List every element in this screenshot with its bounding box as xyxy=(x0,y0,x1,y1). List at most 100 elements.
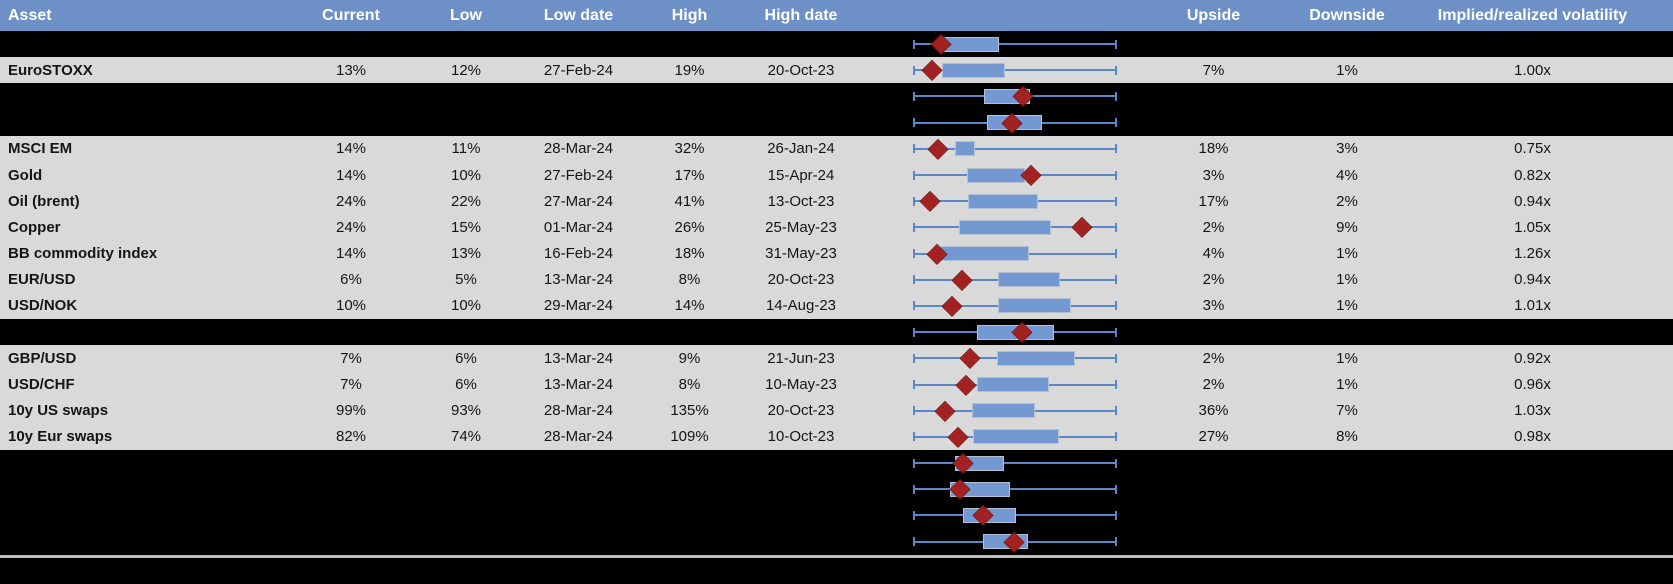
whisker-cap-right xyxy=(1115,458,1117,468)
whisker-cap-left xyxy=(913,249,915,259)
asset-name-cell: 10y Eur swaps xyxy=(8,428,113,446)
low-date-cell: 13-Mar-24 xyxy=(543,349,614,367)
low-cell: 15% xyxy=(450,218,482,236)
range-plot-cell xyxy=(860,136,1125,162)
current-cell xyxy=(290,83,412,109)
low-cell: 5% xyxy=(455,271,477,289)
upside-cell: 27% xyxy=(1198,428,1229,446)
whisker-cap-right xyxy=(1115,301,1117,311)
range-box xyxy=(940,246,1030,262)
whisker-cap-right xyxy=(1115,537,1117,547)
whisker-cap-right xyxy=(1115,353,1117,363)
range-plot-cell xyxy=(860,214,1125,240)
low-cell xyxy=(412,110,520,136)
low-date-cell: 28-Mar-24 xyxy=(543,140,614,158)
high-date-cell: 25-May-23 xyxy=(765,218,837,236)
upside-cell: 7% xyxy=(1202,61,1225,79)
implied-realized-cell xyxy=(1392,319,1673,345)
downside-cell: 3% xyxy=(1336,140,1358,158)
current-level-diamond-icon xyxy=(920,191,941,212)
upside-cell: 2% xyxy=(1202,349,1225,367)
high-cell xyxy=(637,83,742,109)
whisker-cap-left xyxy=(913,222,915,232)
whisker-cap-left xyxy=(913,275,915,285)
range-box xyxy=(972,403,1036,419)
low-cell xyxy=(412,529,520,555)
downside-cell xyxy=(1302,529,1392,555)
implied-realized-cell: 0.94x xyxy=(1514,192,1551,210)
current-cell xyxy=(290,502,412,528)
whisker-cap-left xyxy=(913,65,915,75)
range-plot-cell xyxy=(860,31,1125,57)
upside-cell: 4% xyxy=(1202,245,1225,263)
high-date-cell xyxy=(742,529,860,555)
whisker-cap-left xyxy=(913,301,915,311)
range-plot-cell xyxy=(860,267,1125,293)
current-cell: 10% xyxy=(335,297,367,315)
asset-name-cell xyxy=(0,110,290,136)
current-cell xyxy=(290,450,412,476)
current-cell: 6% xyxy=(340,271,362,289)
whisker-cap-left xyxy=(913,144,915,154)
upside-cell xyxy=(1125,476,1302,502)
downside-cell xyxy=(1302,450,1392,476)
high-date-cell xyxy=(742,502,860,528)
whisker-cap-right xyxy=(1115,510,1117,520)
range-plot-cell xyxy=(860,371,1125,397)
whisker-cap-left xyxy=(913,537,915,547)
whisker-cap-right xyxy=(1115,65,1117,75)
high-cell: 9% xyxy=(678,349,701,367)
whisker-cap-right xyxy=(1115,39,1117,49)
range-box xyxy=(997,350,1076,366)
whisker-cap-right xyxy=(1115,170,1117,180)
table-row: EuroSTOXX 13% 12% 27-Feb-24 19% 20-Oct-23 7% 1%… xyxy=(0,57,1673,84)
whisker-line xyxy=(913,69,1117,72)
upside-cell xyxy=(1125,450,1302,476)
whisker-cap-left xyxy=(913,484,915,494)
asset-name-cell: BB commodity index xyxy=(8,245,158,263)
low-cell: 6% xyxy=(455,376,477,394)
asset-name-cell: Gold xyxy=(8,166,43,184)
whisker-cap-left xyxy=(913,353,915,363)
whisker-cap-right xyxy=(1115,196,1117,206)
asset-name-cell: EuroSTOXX xyxy=(8,61,93,79)
table-row: MSCI EM 14% 11% 28-Mar-24 32% 26-Jan-24 18% 3% 0… xyxy=(0,135,1673,162)
asset-name-cell xyxy=(0,476,290,502)
high-cell xyxy=(637,31,742,57)
current-cell: 14% xyxy=(335,166,367,184)
current-cell: 7% xyxy=(340,349,362,367)
low-date-cell xyxy=(520,502,637,528)
high-cell xyxy=(637,529,742,555)
upside-cell xyxy=(1125,529,1302,555)
range-box xyxy=(973,429,1060,445)
table-row: Oil (brent) 24% 22% 27-Mar-24 41% 13-Oct-23 17… xyxy=(0,188,1673,215)
table-header-row: Asset Current Low Low date High High dat… xyxy=(0,0,1673,31)
whisker-cap-right xyxy=(1115,249,1117,259)
high-date-cell xyxy=(742,110,860,136)
header-cell-upside: Upside xyxy=(1186,6,1241,24)
current-level-diamond-icon xyxy=(956,374,977,395)
upside-cell xyxy=(1125,83,1302,109)
high-date-cell: 20-Oct-23 xyxy=(767,402,835,420)
whisker-cap-left xyxy=(913,196,915,206)
current-cell: 99% xyxy=(335,402,367,420)
high-date-cell: 20-Oct-23 xyxy=(767,61,835,79)
high-date-cell: 20-Oct-23 xyxy=(767,271,835,289)
downside-cell: 4% xyxy=(1336,166,1358,184)
asset-name-cell xyxy=(0,83,290,109)
table-row: Copper 24% 15% 01-Mar-24 26% 25-May-23 2% 9% 1.0… xyxy=(0,214,1673,241)
whisker-line xyxy=(913,488,1117,491)
downside-cell xyxy=(1302,502,1392,528)
implied-realized-cell xyxy=(1392,502,1673,528)
downside-cell: 1% xyxy=(1336,376,1358,394)
high-cell: 8% xyxy=(678,376,701,394)
upside-cell: 3% xyxy=(1202,297,1225,315)
spacer-row xyxy=(0,109,1673,136)
low-date-cell: 13-Mar-24 xyxy=(543,271,614,289)
current-cell: 13% xyxy=(335,61,367,79)
header-cell-high-date: High date xyxy=(764,6,838,24)
current-level-diamond-icon xyxy=(948,426,969,448)
high-date-cell: 26-Jan-24 xyxy=(767,140,835,158)
whisker-cap-right xyxy=(1115,222,1117,232)
whisker-cap-right xyxy=(1115,118,1117,128)
